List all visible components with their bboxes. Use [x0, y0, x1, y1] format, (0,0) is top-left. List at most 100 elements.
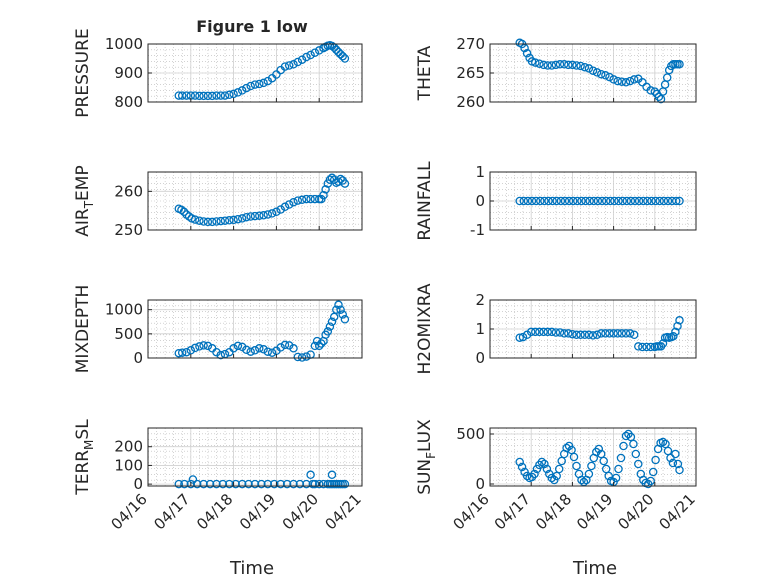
data-point: [646, 342, 655, 352]
data-point: [336, 174, 345, 184]
data-point: [246, 81, 255, 91]
subplot-5: 0 500 1000 MIXDEPTH: [73, 285, 363, 374]
data-point: [203, 341, 213, 351]
data-point: [325, 322, 335, 331]
data-point: [675, 465, 684, 475]
data-point: [543, 327, 552, 337]
data-point: [515, 196, 524, 206]
data-point: [259, 78, 268, 88]
data-point: [606, 196, 615, 206]
data-point: [613, 329, 622, 338]
data-point: [306, 194, 315, 204]
data-point: [531, 196, 541, 206]
data-point: [338, 51, 347, 61]
data-point: [336, 305, 345, 314]
data-point: [609, 75, 618, 84]
y-axis-label-main: TERR: [73, 450, 93, 496]
y-axis-label: MIXDEPTH: [73, 285, 93, 374]
y-tick-label: 270: [456, 35, 485, 53]
plot-area: [148, 428, 362, 486]
data-point: [542, 464, 552, 474]
data-point: [276, 343, 285, 352]
data-point: [555, 328, 565, 337]
data-point: [327, 317, 337, 327]
data-point: [177, 91, 187, 100]
data-point: [560, 196, 570, 206]
data-point: [584, 330, 594, 340]
y-tick-label: 1000: [105, 301, 143, 319]
data-point: [655, 196, 664, 206]
data-point: [317, 339, 326, 348]
x-axis-label-left: Time: [229, 558, 274, 579]
x-tick-label: 04/20: [279, 490, 322, 533]
data-point: [625, 76, 635, 86]
data-point: [190, 215, 200, 224]
x-tick-label: 04/18: [532, 490, 575, 533]
data-point: [314, 46, 324, 55]
data-point: [284, 61, 294, 70]
data-point: [564, 196, 574, 206]
y-tick-label: 200: [114, 438, 143, 456]
data-point: [276, 205, 285, 214]
data-point: [263, 347, 273, 356]
data-point: [276, 479, 285, 489]
x-tick-label: 04/17: [491, 490, 534, 533]
data-point: [629, 75, 639, 84]
x-tick-label: 04/19: [236, 490, 279, 533]
data-point: [675, 196, 684, 206]
data-point: [257, 479, 266, 489]
data-point: [203, 217, 213, 227]
data-point: [564, 60, 573, 70]
axes-box: [489, 427, 697, 487]
data-point: [237, 479, 247, 489]
data-point: [621, 431, 631, 441]
data-point: [658, 339, 668, 348]
subplot-2: 260 265 270 THETA: [415, 35, 697, 111]
data-point: [297, 55, 307, 64]
data-point: [594, 444, 604, 454]
data-point: [272, 70, 281, 79]
y-axis-label-rest: EMP: [73, 165, 93, 201]
data-point: [216, 216, 226, 226]
data-point: [572, 330, 581, 340]
y-axis-label-main: SUN: [415, 459, 435, 495]
data-point: [195, 91, 204, 101]
data-point: [539, 327, 548, 337]
data-point: [255, 79, 264, 89]
data-point: [244, 479, 253, 489]
data-point: [207, 91, 217, 101]
data-point: [526, 327, 536, 337]
data-point: [588, 331, 598, 340]
data-point: [242, 212, 251, 222]
data-point: [186, 346, 196, 355]
data-point: [596, 69, 606, 79]
axes-box: [147, 171, 363, 231]
data-point: [293, 57, 303, 67]
data-point: [658, 437, 668, 447]
data-point: [631, 449, 641, 459]
data-point: [622, 196, 632, 206]
x-tick-label: 04/21: [656, 490, 699, 533]
x-tick-label: 04/21: [322, 490, 365, 533]
data-point: [289, 344, 298, 353]
data-point: [675, 316, 684, 325]
data-point: [569, 452, 579, 462]
data-point: [648, 467, 658, 477]
data-point: [547, 473, 557, 483]
x-axis-label-right: Time: [572, 558, 617, 579]
data-point: [568, 329, 577, 339]
x-tick-label: 04/16: [450, 490, 493, 533]
y-tick-label: 0: [475, 475, 485, 493]
data-point: [540, 459, 549, 469]
data-point: [233, 341, 243, 351]
data-point: [295, 479, 305, 489]
x-tick-label: 04/20: [614, 490, 657, 533]
data-point: [587, 461, 596, 471]
data-point: [523, 196, 533, 206]
data-point: [302, 479, 311, 489]
data-point: [617, 329, 627, 338]
data-point: [611, 473, 621, 483]
data-point: [577, 475, 586, 485]
data-point: [289, 197, 298, 207]
y-tick-label: 1: [475, 163, 485, 181]
